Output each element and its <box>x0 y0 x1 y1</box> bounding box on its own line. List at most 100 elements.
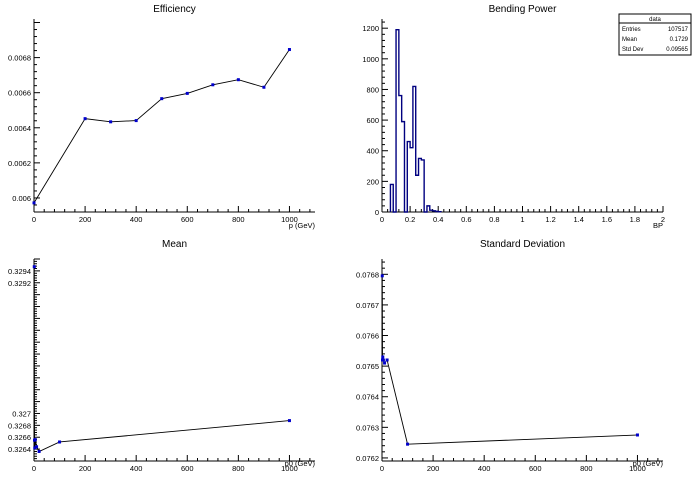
data-point <box>237 78 240 81</box>
x-tick-label: 0 <box>32 464 36 472</box>
x-tick-label: 0.4 <box>433 215 443 224</box>
x-tick-label: 600 <box>529 464 542 472</box>
stats-label: Mean <box>622 37 637 43</box>
x-tick-label: 0.8 <box>489 215 499 224</box>
y-tick-label: 0.0066 <box>8 89 31 98</box>
series-line <box>34 267 289 452</box>
chart-title: Mean <box>162 239 187 250</box>
data-point <box>34 438 37 441</box>
x-tick-label: 1.6 <box>602 215 612 224</box>
chart-title: Efficiency <box>153 4 196 15</box>
x-tick-label: 0.2 <box>405 215 415 224</box>
series-line <box>382 276 637 444</box>
x-axis-title: p (GeV) <box>289 221 316 230</box>
data-point <box>262 86 265 89</box>
y-tick-label: 0.0762 <box>356 454 379 463</box>
x-tick-label: 800 <box>232 215 245 224</box>
y-tick-label: 600 <box>366 116 379 125</box>
data-point <box>58 440 61 443</box>
y-tick-label: 0.3266 <box>8 433 31 442</box>
data-point <box>109 120 112 123</box>
data-point <box>288 48 291 51</box>
chart-title: Standard Deviation <box>480 239 565 250</box>
data-point <box>211 83 214 86</box>
data-point <box>386 359 389 362</box>
y-tick-label: 0.327 <box>12 409 31 418</box>
y-tick-label: 0.3292 <box>8 279 31 288</box>
data-point <box>383 362 386 365</box>
data-point <box>406 443 409 446</box>
x-tick-label: 600 <box>181 464 194 472</box>
y-tick-label: 0.0062 <box>8 159 31 168</box>
data-point <box>38 450 41 453</box>
y-tick-label: 0.0768 <box>356 270 379 279</box>
chart-title: Bending Power <box>489 4 557 15</box>
data-point <box>381 274 384 277</box>
x-tick-label: 200 <box>79 215 92 224</box>
data-point <box>381 355 384 358</box>
y-tick-label: 0.0068 <box>8 54 31 63</box>
data-point <box>288 419 291 422</box>
x-tick-label: 400 <box>130 215 143 224</box>
y-tick-label: 0.0763 <box>356 423 379 432</box>
data-point <box>33 201 36 204</box>
x-axis-title: p0 (GeV) <box>285 459 316 468</box>
stats-value: 107517 <box>668 27 689 33</box>
x-tick-label: 1.2 <box>545 215 555 224</box>
y-tick-label: 1000 <box>362 55 379 64</box>
y-tick-label: 800 <box>366 85 379 94</box>
series-line <box>34 50 289 203</box>
y-tick-label: 0.3264 <box>8 445 31 454</box>
x-tick-label: 0.6 <box>461 215 471 224</box>
y-tick-label: 0.0767 <box>356 301 379 310</box>
y-tick-label: 0.3268 <box>8 421 31 430</box>
data-point <box>35 445 38 448</box>
stats-label: Std Dev <box>622 47 643 53</box>
y-tick-label: 0.0764 <box>356 393 379 402</box>
histogram-bin <box>416 175 419 212</box>
y-tick-label: 0.0765 <box>356 362 379 371</box>
y-tick-label: 1200 <box>362 24 379 33</box>
data-point <box>186 92 189 95</box>
y-tick-label: 200 <box>366 177 379 186</box>
histogram-outline <box>390 30 441 212</box>
data-point <box>84 117 87 120</box>
x-tick-label: 0 <box>32 215 36 224</box>
data-point <box>160 97 163 100</box>
y-tick-label: 400 <box>366 147 379 156</box>
histogram-bin <box>410 148 413 212</box>
x-tick-label: 600 <box>181 215 194 224</box>
chart-panel-1: Bending Power 0 0.2 0.4 0.6 0.8 1 1.2 1.4 1.6 1.8 2… <box>362 4 691 230</box>
x-tick-label: 1 <box>520 215 524 224</box>
stats-value: 0.09565 <box>666 47 688 53</box>
data-point <box>636 433 639 436</box>
y-tick-label: 0.006 <box>12 194 31 203</box>
x-axis-title: BP <box>653 221 663 230</box>
x-tick-label: 1.4 <box>573 215 583 224</box>
y-tick-label: 0 <box>375 208 379 217</box>
x-tick-label: 200 <box>427 464 440 472</box>
x-tick-label: 400 <box>130 464 143 472</box>
y-tick-label: 0.3294 <box>8 267 31 276</box>
x-tick-label: 1.8 <box>630 215 640 224</box>
data-point <box>382 359 385 362</box>
stats-value: 0.1729 <box>670 37 689 43</box>
data-point <box>33 265 36 268</box>
y-tick-label: 0.0766 <box>356 332 379 341</box>
stats-label: Entries <box>622 27 641 33</box>
x-tick-label: 0 <box>380 464 384 472</box>
x-tick-label: 400 <box>478 464 491 472</box>
y-tick-label: 0.0064 <box>8 124 31 133</box>
stats-box-title: data <box>649 17 661 23</box>
x-tick-label: 0 <box>380 215 384 224</box>
x-tick-label: 200 <box>79 464 92 472</box>
data-point <box>135 119 138 122</box>
x-tick-label: 800 <box>580 464 593 472</box>
x-tick-label: 800 <box>232 464 245 472</box>
x-axis-title: p0 (GeV) <box>633 459 664 468</box>
